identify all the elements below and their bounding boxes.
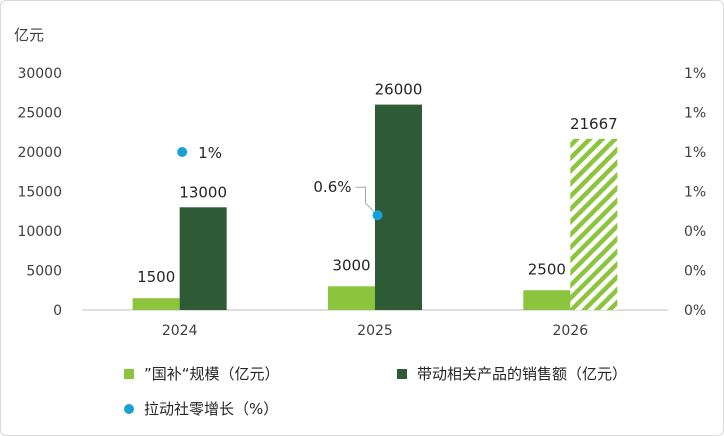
bar-sales bbox=[570, 138, 618, 310]
data-label-subsidy: 2500 bbox=[528, 260, 566, 278]
legend-label-retail-growth: 拉动社零增长（%） bbox=[144, 400, 279, 418]
bar-sales bbox=[375, 104, 422, 310]
data-label-subsidy: 3000 bbox=[332, 256, 370, 274]
legend-marker-retail-growth bbox=[124, 403, 134, 414]
y-right-tick-label: 0% bbox=[684, 224, 706, 240]
bar-sales bbox=[179, 207, 227, 310]
data-label-sales: 13000 bbox=[179, 183, 227, 201]
legend-item-sales: 带动相关产品的销售额（亿元） bbox=[397, 363, 627, 384]
y-left-tick-label: 10000 bbox=[17, 224, 62, 240]
y-left-tick-label: 0 bbox=[53, 303, 62, 319]
bar-subsidy bbox=[328, 286, 375, 310]
y-left-tick-label: 5000 bbox=[26, 264, 62, 280]
y-right-tick-label: 0% bbox=[684, 303, 706, 319]
legend-label-sales: 带动相关产品的销售额（亿元） bbox=[417, 365, 628, 383]
y-axis-unit-label: 亿元 bbox=[14, 26, 44, 44]
x-tick-label: 2025 bbox=[357, 323, 393, 339]
data-label-sales: 21667 bbox=[570, 115, 618, 133]
x-tick-label: 2026 bbox=[553, 323, 589, 339]
legend-swatch-sales bbox=[397, 368, 407, 379]
data-label-retail-growth: 1% bbox=[198, 144, 222, 162]
y-right-tick-label: 1% bbox=[684, 106, 706, 122]
x-tick-label: 2024 bbox=[162, 323, 198, 339]
data-label-sales: 26000 bbox=[375, 81, 423, 99]
legend-swatch-subsidy bbox=[124, 368, 134, 379]
y-left-tick-label: 30000 bbox=[17, 66, 62, 82]
leader-line bbox=[355, 186, 374, 212]
y-left-tick-label: 25000 bbox=[17, 106, 62, 122]
legend-label-subsidy: ”国补“规模（亿元） bbox=[144, 365, 280, 383]
point-retail-growth bbox=[177, 147, 188, 157]
legend-item-subsidy: ”国补“规模（亿元） bbox=[124, 363, 280, 384]
y-right-tick-label: 1% bbox=[684, 145, 706, 161]
legend-item-retail-growth: 拉动社零增长（%） bbox=[124, 398, 278, 419]
data-label-retail-growth: 0.6% bbox=[313, 178, 351, 196]
y-left-tick-label: 15000 bbox=[17, 185, 62, 201]
y-right-tick-label: 1% bbox=[684, 185, 706, 201]
y-right-tick-label: 1% bbox=[684, 66, 706, 82]
point-retail-growth bbox=[372, 210, 383, 221]
bar-subsidy bbox=[523, 290, 571, 310]
y-left-tick-label: 20000 bbox=[17, 145, 62, 161]
data-label-subsidy: 1500 bbox=[137, 268, 175, 286]
bar-subsidy bbox=[132, 298, 180, 310]
y-right-tick-label: 0% bbox=[684, 264, 706, 280]
